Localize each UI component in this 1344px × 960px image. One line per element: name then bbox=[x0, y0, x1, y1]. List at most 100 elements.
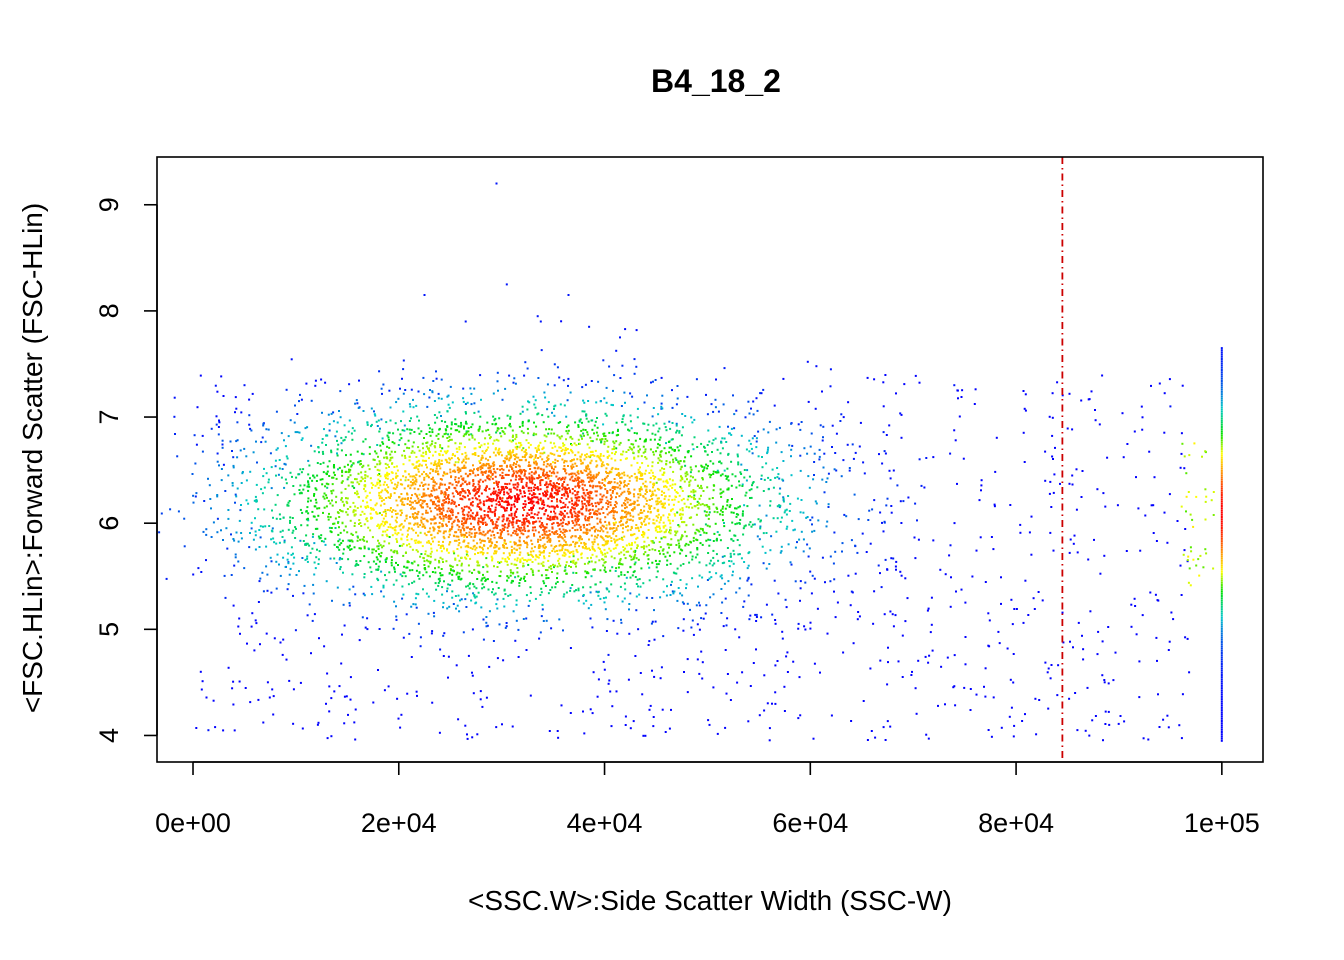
data-point bbox=[590, 440, 593, 442]
data-point bbox=[503, 460, 506, 463]
data-point bbox=[535, 433, 538, 436]
data-point bbox=[783, 685, 786, 688]
data-point bbox=[589, 474, 592, 476]
data-point bbox=[562, 521, 565, 524]
data-point bbox=[447, 507, 450, 510]
data-point bbox=[847, 574, 850, 577]
data-point bbox=[427, 487, 430, 490]
data-point bbox=[515, 563, 518, 566]
data-point bbox=[199, 374, 202, 377]
data-point bbox=[394, 450, 397, 453]
data-point bbox=[540, 479, 543, 481]
data-point bbox=[335, 430, 338, 433]
data-point bbox=[560, 506, 563, 509]
data-point bbox=[571, 451, 574, 454]
data-point bbox=[479, 538, 481, 541]
data-point bbox=[409, 522, 412, 525]
data-point bbox=[481, 539, 483, 542]
data-point bbox=[533, 545, 536, 548]
data-point bbox=[506, 500, 509, 503]
data-point bbox=[583, 732, 586, 735]
data-point bbox=[332, 465, 335, 468]
data-point bbox=[321, 438, 324, 440]
data-point bbox=[539, 441, 542, 444]
data-point bbox=[199, 670, 202, 673]
data-point bbox=[811, 516, 814, 519]
data-point bbox=[595, 473, 598, 476]
data-point bbox=[484, 487, 487, 490]
data-point bbox=[442, 655, 445, 657]
data-point bbox=[530, 486, 533, 489]
data-point bbox=[370, 482, 373, 485]
data-point bbox=[415, 502, 418, 504]
data-point bbox=[649, 490, 652, 492]
data-point bbox=[575, 444, 578, 447]
data-point bbox=[516, 571, 519, 574]
data-point bbox=[542, 473, 545, 476]
data-point bbox=[306, 426, 309, 429]
data-point bbox=[632, 571, 635, 574]
data-point bbox=[616, 430, 619, 432]
data-point bbox=[616, 486, 619, 489]
data-point bbox=[907, 496, 910, 499]
data-point bbox=[466, 401, 469, 404]
data-point bbox=[624, 547, 627, 550]
data-point bbox=[613, 504, 616, 506]
data-point bbox=[1010, 598, 1013, 601]
data-point bbox=[478, 460, 481, 463]
data-point bbox=[321, 483, 324, 486]
data-point bbox=[311, 619, 314, 622]
data-point bbox=[514, 382, 517, 385]
data-point bbox=[608, 365, 611, 368]
data-point bbox=[494, 454, 497, 457]
data-point bbox=[359, 522, 362, 524]
data-point bbox=[484, 437, 487, 440]
data-point bbox=[960, 396, 963, 398]
data-point bbox=[826, 477, 829, 480]
data-point bbox=[497, 439, 500, 442]
data-point bbox=[746, 579, 749, 582]
data-point bbox=[662, 473, 665, 476]
data-point bbox=[681, 507, 684, 510]
data-point bbox=[489, 529, 491, 532]
data-point bbox=[468, 490, 470, 492]
data-point bbox=[1180, 452, 1183, 455]
data-point bbox=[333, 557, 336, 560]
data-point bbox=[576, 518, 579, 521]
data-point bbox=[957, 397, 959, 400]
data-point bbox=[222, 729, 225, 732]
data-point bbox=[722, 625, 725, 628]
data-point bbox=[499, 496, 501, 499]
data-point bbox=[661, 467, 663, 470]
data-point bbox=[618, 521, 621, 524]
data-point bbox=[584, 454, 587, 457]
data-point bbox=[597, 380, 600, 383]
data-point bbox=[629, 518, 632, 521]
data-point bbox=[258, 580, 261, 583]
data-point bbox=[216, 452, 219, 455]
data-point bbox=[587, 465, 590, 468]
data-point bbox=[261, 492, 264, 495]
data-point bbox=[811, 523, 813, 526]
data-point bbox=[592, 543, 595, 546]
data-point bbox=[736, 681, 739, 684]
data-point bbox=[604, 479, 607, 482]
data-point bbox=[866, 376, 869, 379]
data-point bbox=[488, 610, 491, 613]
data-point bbox=[195, 443, 198, 446]
data-point bbox=[755, 620, 758, 622]
data-point bbox=[498, 516, 501, 519]
data-point bbox=[305, 542, 308, 545]
data-point bbox=[429, 444, 432, 447]
data-point bbox=[563, 493, 566, 496]
data-point bbox=[301, 727, 304, 730]
data-point bbox=[671, 448, 674, 451]
data-point bbox=[516, 508, 519, 511]
data-point bbox=[487, 446, 490, 449]
data-point bbox=[370, 407, 373, 410]
data-point bbox=[527, 419, 530, 422]
data-point bbox=[689, 475, 692, 478]
data-point bbox=[489, 508, 492, 510]
data-point bbox=[487, 530, 490, 533]
data-point bbox=[200, 571, 203, 573]
